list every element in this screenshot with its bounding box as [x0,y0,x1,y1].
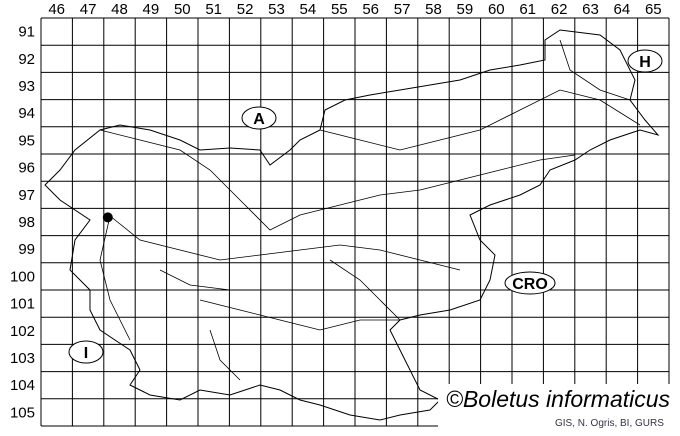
row-label: 95 [18,132,35,149]
column-label: 59 [457,1,474,18]
column-label: 61 [519,1,536,18]
row-label: 104 [10,377,35,394]
row-label: 92 [18,51,35,68]
column-label: 49 [143,1,160,18]
grid-lines [40,17,670,427]
neighbour-hungary: H [627,49,663,73]
column-label: 57 [394,1,411,18]
column-labels: 46 47 48 49 50 51 52 53 54 55 56 57 58 59 60 61 62 63 64 65 [48,1,661,18]
column-label: 55 [331,1,348,18]
column-label: 54 [300,1,317,18]
attribution-box [438,384,674,434]
column-label: 65 [645,1,662,18]
column-label: 58 [425,1,442,18]
row-label: 93 [18,78,35,95]
rivers [99,39,641,381]
attribution-title: ©Boletus informaticus [446,386,671,412]
row-label: 103 [10,350,35,367]
column-label: 56 [362,1,379,18]
svg-text:CRO: CRO [512,276,548,293]
neighbour-croatia: CRO [504,271,556,295]
row-label: 98 [18,214,35,231]
row-label: 102 [10,323,35,340]
row-label: 105 [10,404,35,421]
column-label: 60 [488,1,505,18]
neighbour-austria: A [241,106,277,130]
row-label: 94 [18,105,35,122]
row-label: 100 [10,268,35,285]
column-label: 52 [237,1,254,18]
row-label: 101 [10,296,35,313]
column-label: 47 [80,1,97,18]
column-label: 53 [268,1,285,18]
row-label: 97 [18,187,35,204]
row-label: 99 [18,241,35,258]
record-marker[interactable] [102,212,113,223]
column-label: 46 [48,1,65,18]
column-label: 48 [111,1,128,18]
svg-text:H: H [639,54,651,71]
neighbour-labels: A H CRO I [68,49,663,364]
row-label: 96 [18,160,35,177]
column-label: 62 [551,1,568,18]
column-label: 64 [614,1,631,18]
column-label: 51 [205,1,222,18]
column-label: 50 [174,1,191,18]
svg-text:I: I [84,345,88,362]
neighbour-italy: I [68,340,104,364]
row-labels: 91 92 93 94 95 96 97 98 99 100 101 102 103 104 105 [10,24,35,422]
column-label: 63 [582,1,599,18]
svg-text:A: A [253,111,265,128]
attribution-credits: GIS, N. Ogris, BI, GURS [555,418,664,429]
row-label: 91 [18,24,35,41]
country-border [44,29,660,421]
